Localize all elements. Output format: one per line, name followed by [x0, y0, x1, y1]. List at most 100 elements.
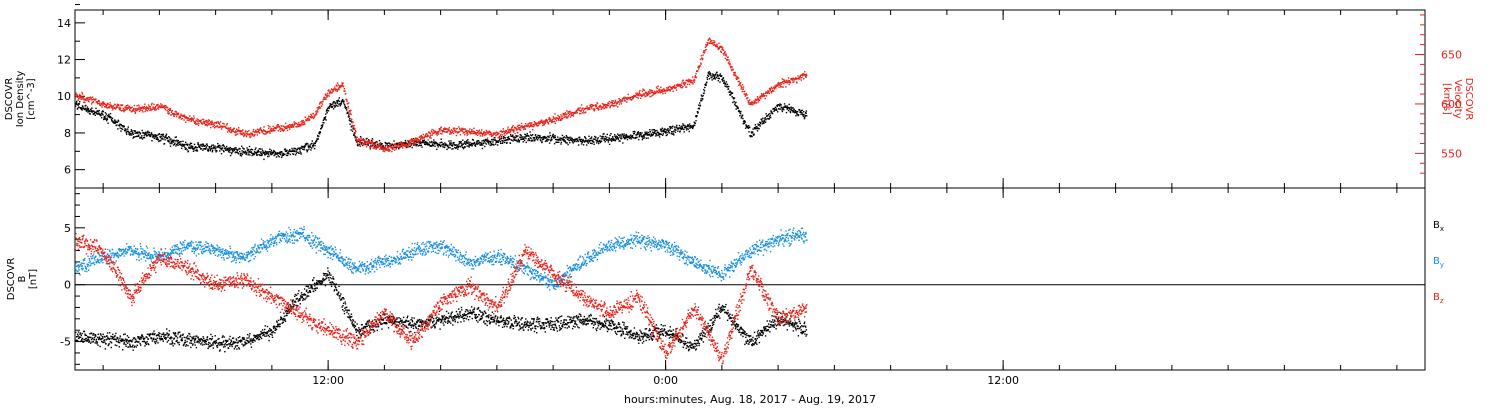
- data-point: [144, 342, 147, 345]
- data-point: [789, 80, 791, 83]
- data-point: [477, 134, 479, 136]
- data-point: [684, 82, 687, 84]
- data-point: [440, 138, 442, 140]
- data-point: [537, 134, 539, 137]
- data-point: [209, 124, 211, 126]
- data-point: [81, 337, 84, 340]
- data-point: [560, 141, 563, 144]
- data-point: [208, 345, 211, 347]
- data-point: [727, 88, 730, 90]
- data-point: [703, 88, 705, 91]
- data-point: [134, 108, 136, 110]
- data-point: [116, 124, 118, 126]
- data-point: [716, 43, 718, 45]
- data-point: [571, 137, 573, 140]
- y-right-tick-label: 550: [1441, 147, 1462, 160]
- data-point: [780, 104, 782, 106]
- data-point: [630, 134, 632, 136]
- data-point: [567, 143, 569, 146]
- data-point: [608, 137, 610, 139]
- data-point: [551, 120, 554, 123]
- data-point: [720, 46, 722, 48]
- data-point: [583, 112, 585, 114]
- data-point: [548, 117, 550, 119]
- data-point: [578, 107, 580, 109]
- data-point: [100, 104, 102, 107]
- data-point: [655, 91, 657, 94]
- data-point: [564, 140, 566, 142]
- data-point: [643, 94, 645, 97]
- y-tick-label: 0: [64, 279, 71, 292]
- data-point: [162, 138, 164, 140]
- data-point: [729, 90, 731, 92]
- data-point: [539, 135, 541, 137]
- data-point: [710, 74, 712, 77]
- data-point: [285, 126, 287, 128]
- data-point: [258, 131, 260, 133]
- data-point: [781, 78, 784, 80]
- data-point: [557, 136, 559, 138]
- data-point: [788, 81, 790, 83]
- data-point: [173, 115, 175, 117]
- data-point: [753, 102, 755, 104]
- data-point: [184, 341, 187, 343]
- data-point: [506, 136, 509, 139]
- data-point: [138, 341, 140, 343]
- data-point: [415, 142, 417, 144]
- data-point: [467, 145, 470, 147]
- data-point: [761, 120, 763, 122]
- data-point: [172, 113, 175, 115]
- data-point: [593, 143, 595, 145]
- data-point: [234, 131, 236, 134]
- data-point: [155, 105, 157, 108]
- data-point: [423, 139, 425, 141]
- data-point: [186, 340, 188, 343]
- data-point: [174, 332, 177, 335]
- data-point: [782, 81, 784, 83]
- data-point: [717, 77, 719, 79]
- data-point: [453, 128, 455, 131]
- data-point: [677, 85, 679, 87]
- data-point: [174, 110, 177, 113]
- data-point: [699, 64, 701, 67]
- data-point: [84, 333, 86, 335]
- data-point: [450, 143, 452, 146]
- data-point: [581, 141, 583, 144]
- data-point: [245, 151, 247, 153]
- data-point: [534, 139, 536, 141]
- data-point: [626, 98, 628, 101]
- data-point: [207, 122, 209, 124]
- data-point: [737, 80, 739, 83]
- data-point: [124, 128, 126, 130]
- data-point: [393, 143, 395, 146]
- data-point: [206, 338, 208, 341]
- data-point: [591, 105, 593, 108]
- data-point: [616, 101, 619, 104]
- data-point: [135, 346, 137, 348]
- data-point: [798, 78, 801, 80]
- data-point: [108, 107, 111, 109]
- data-point: [331, 103, 333, 105]
- data-point: [259, 152, 262, 154]
- data-point: [175, 143, 178, 146]
- data-point: [231, 130, 234, 132]
- data-point: [88, 339, 90, 342]
- data-point: [728, 59, 730, 61]
- data-point: [381, 148, 383, 150]
- data-point: [142, 340, 145, 343]
- data-point: [757, 101, 760, 103]
- data-point: [434, 143, 436, 145]
- data-point: [756, 102, 758, 104]
- data-point: [258, 129, 260, 131]
- data-point: [668, 129, 670, 132]
- data-point: [373, 147, 375, 149]
- data-point: [713, 76, 716, 78]
- data-point: [672, 90, 674, 92]
- data-point: [194, 147, 196, 149]
- data-point: [209, 147, 211, 150]
- data-point: [165, 104, 167, 107]
- y-axis-label-line: DSCOVR: [6, 258, 17, 301]
- data-point: [797, 114, 800, 116]
- y-right-axis-label: DSCOVRVelocity[km/s]: [1441, 78, 1474, 121]
- data-point: [236, 151, 238, 153]
